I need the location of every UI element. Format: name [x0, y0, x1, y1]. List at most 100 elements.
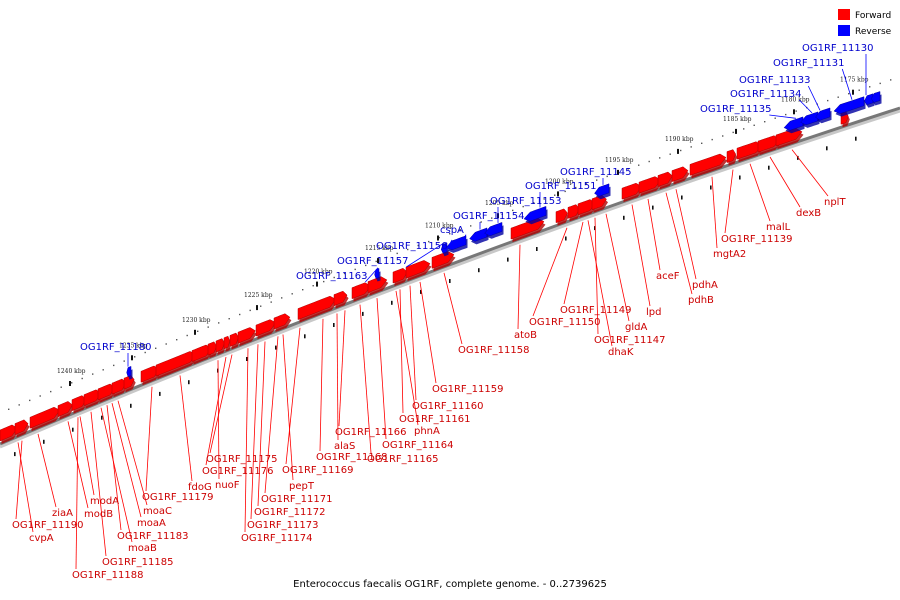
- forward-gene-arrow[interactable]: [273, 313, 291, 330]
- forward-gene-arrow[interactable]: [367, 276, 388, 293]
- gene-label-og1rf-11165[interactable]: OG1RF_11165: [367, 454, 439, 465]
- gene-label-og1rf-11149[interactable]: OG1RF_11149: [560, 305, 632, 316]
- forward-gene-arrow[interactable]: [726, 149, 736, 163]
- reverse-gene-arrow[interactable]: [871, 91, 881, 103]
- gene-label-og1rf-11151[interactable]: OG1RF_11151: [525, 181, 597, 192]
- forward-gene-arrow[interactable]: [671, 166, 689, 182]
- forward-gene-arrow[interactable]: [297, 295, 337, 320]
- reverse-gene-arrow[interactable]: [484, 222, 503, 237]
- gene-label-og1rf-11174[interactable]: OG1RF_11174: [241, 533, 313, 544]
- forward-gene-arrow[interactable]: [333, 290, 348, 306]
- gene-label-modb[interactable]: modB: [84, 509, 113, 520]
- gene-label-og1rf-11166[interactable]: OG1RF_11166: [335, 427, 407, 438]
- gene-label-og1rf-11172[interactable]: OG1RF_11172: [254, 507, 326, 518]
- gene-label-og1rf-11180[interactable]: OG1RF_11180: [80, 342, 152, 353]
- gene-label-og1rf-11139[interactable]: OG1RF_11139: [721, 234, 793, 245]
- reverse-gene-arrow[interactable]: [833, 96, 865, 114]
- gene-label-og1rf-11164[interactable]: OG1RF_11164: [382, 440, 454, 451]
- gene-label-og1rf-11153[interactable]: OG1RF_11153: [490, 196, 562, 207]
- gene-label-og1rf-11176[interactable]: OG1RF_11176: [202, 466, 274, 477]
- gene-label-og1rf-11190[interactable]: OG1RF_11190: [12, 520, 84, 531]
- gene-label-og1rf-11156[interactable]: OG1RF_11156: [376, 241, 448, 252]
- reverse-gene-arrow[interactable]: [445, 235, 467, 251]
- gene-label-dhak[interactable]: dhaK: [608, 347, 634, 358]
- forward-gene-arrow[interactable]: [215, 338, 225, 353]
- gene-label-mgta2[interactable]: mgtA2: [713, 249, 746, 260]
- gene-label-glda[interactable]: gldA: [625, 322, 647, 333]
- gene-label-og1rf-11175[interactable]: OG1RF_11175: [206, 454, 278, 465]
- gene-label-og1rf-11158[interactable]: OG1RF_11158: [458, 345, 530, 356]
- gene-label-og1rf-11145[interactable]: OG1RF_11145: [560, 167, 632, 178]
- forward-gene-arrow[interactable]: [510, 218, 545, 240]
- forward-gene-arrow[interactable]: [657, 171, 673, 187]
- reverse-gene-arrow[interactable]: [374, 268, 380, 279]
- gene-label-og1rf-11161[interactable]: OG1RF_11161: [399, 414, 471, 425]
- gene-label-atob[interactable]: atoB: [514, 330, 537, 341]
- gene-label-moda[interactable]: modA: [90, 496, 119, 507]
- gene-label-og1rf-11159[interactable]: OG1RF_11159: [432, 384, 504, 395]
- gene-label-og1rf-11168[interactable]: OG1RF_11168: [316, 452, 388, 463]
- gene-label-fdog[interactable]: fdoG: [188, 482, 212, 493]
- forward-gene-arrow[interactable]: [405, 260, 431, 279]
- forward-gene-arrow[interactable]: [775, 128, 803, 147]
- forward-gene-arrow[interactable]: [591, 195, 607, 211]
- gene-label-acef[interactable]: aceF: [656, 271, 680, 282]
- tick-dot: [680, 149, 682, 152]
- reverse-gene-arrow[interactable]: [815, 107, 831, 121]
- gene-label-og1rf-11130[interactable]: OG1RF_11130: [802, 43, 874, 54]
- gene-label-nplt[interactable]: nplT: [824, 197, 846, 208]
- gene-label-og1rf-11134[interactable]: OG1RF_11134: [730, 89, 802, 100]
- forward-gene-arrow[interactable]: [14, 419, 29, 435]
- forward-gene-arrow[interactable]: [689, 153, 727, 176]
- forward-gene-arrow[interactable]: [123, 374, 135, 390]
- gene-label-og1rf-11179[interactable]: OG1RF_11179: [142, 492, 214, 503]
- forward-gene-arrow[interactable]: [223, 335, 231, 350]
- forward-gene-arrow[interactable]: [431, 251, 455, 269]
- gene-label-og1rf-11133[interactable]: OG1RF_11133: [739, 75, 811, 86]
- gene-label-og1rf-11154[interactable]: OG1RF_11154: [453, 211, 525, 222]
- forward-gene-arrow[interactable]: [255, 319, 277, 337]
- gene-label-cvpa[interactable]: cvpA: [29, 533, 54, 544]
- tick-dash: [826, 146, 828, 151]
- gene-label-phna[interactable]: phnA: [414, 426, 440, 437]
- forward-gene-arrow[interactable]: [392, 268, 408, 284]
- gene-label-og1rf-11171[interactable]: OG1RF_11171: [261, 494, 333, 505]
- gene-label-moaa[interactable]: moaA: [137, 518, 166, 529]
- gene-label-dexb[interactable]: dexB: [796, 208, 821, 219]
- forward-gene-arrow[interactable]: [207, 341, 217, 356]
- gene-label-og1rf-11173[interactable]: OG1RF_11173: [247, 520, 319, 531]
- gene-label-pdhb[interactable]: pdhB: [688, 295, 714, 306]
- gene-label-cspa[interactable]: cspA: [440, 225, 464, 236]
- gene-label-pdha[interactable]: pdhA: [692, 280, 718, 291]
- gene-label-og1rf-11157[interactable]: OG1RF_11157: [337, 256, 409, 267]
- gene-label-og1rf-11131[interactable]: OG1RF_11131: [773, 58, 845, 69]
- gene-label-og1rf-11160[interactable]: OG1RF_11160: [412, 401, 484, 412]
- forward-gene-arrow[interactable]: [57, 401, 73, 417]
- gene-label-og1rf-11135[interactable]: OG1RF_11135: [700, 104, 772, 115]
- gene-label-og1rf-11163[interactable]: OG1RF_11163: [296, 271, 368, 282]
- gene-label-alas[interactable]: alaS: [334, 441, 355, 452]
- reverse-leader-line: [807, 85, 821, 111]
- gene-label-nuof[interactable]: nuoF: [215, 480, 240, 491]
- gene-label-og1rf-11188[interactable]: OG1RF_11188: [72, 570, 144, 581]
- gene-label-og1rf-11150[interactable]: OG1RF_11150: [529, 317, 601, 328]
- gene-label-mall[interactable]: malL: [766, 222, 791, 233]
- forward-gene-arrow[interactable]: [29, 406, 61, 429]
- gene-label-og1rf-11185[interactable]: OG1RF_11185: [102, 557, 174, 568]
- reverse-gene-arrow[interactable]: [594, 183, 610, 197]
- gene-label-pept[interactable]: pepT: [289, 481, 315, 492]
- reverse-gene-arrow[interactable]: [126, 365, 132, 377]
- gene-label-moab[interactable]: moaB: [128, 543, 157, 554]
- gene-label-og1rf-11183[interactable]: OG1RF_11183: [117, 531, 189, 542]
- reverse-gene-arrow[interactable]: [523, 206, 547, 222]
- gene-label-moac[interactable]: moaC: [143, 506, 172, 517]
- gene-label-og1rf-11169[interactable]: OG1RF_11169: [282, 465, 354, 476]
- forward-gene-arrow[interactable]: [237, 327, 256, 344]
- forward-gene-arrow[interactable]: [555, 208, 568, 224]
- gene-label-lpd[interactable]: lpd: [646, 307, 661, 318]
- gene-label-ziaa[interactable]: ziaA: [52, 508, 73, 519]
- forward-gene-arrow[interactable]: [0, 424, 18, 442]
- tick-dot: [396, 252, 398, 255]
- gene-label-og1rf-11147[interactable]: OG1RF_11147: [594, 335, 666, 346]
- forward-gene-arrow[interactable]: [229, 332, 239, 347]
